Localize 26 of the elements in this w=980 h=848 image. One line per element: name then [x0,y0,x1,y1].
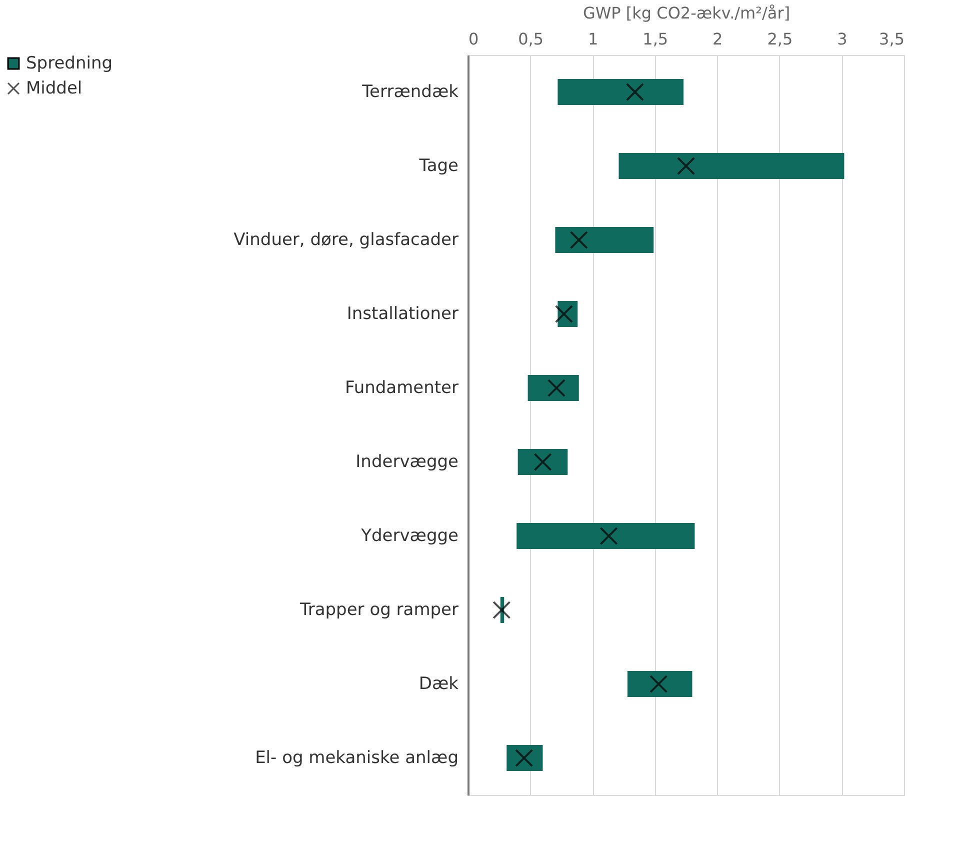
x-tick-label: 3,5 [879,30,904,48]
x-tick-label: 0 [468,30,479,48]
y-tick-label: Ydervægge [360,526,458,546]
y-tick-label: Terrændæk [361,82,459,102]
x-tick-label: 1,5 [642,30,668,48]
x-tick-label: 1 [588,30,598,48]
x-axis-title: GWP [kg CO2-ækv./m²/år] [582,4,790,22]
y-tick-label: Indervægge [356,452,458,472]
y-tick-label: Tage [418,156,458,176]
y-tick-label: El- og mekaniske anlæg [255,748,458,768]
x-tick-label: 0,5 [518,30,544,48]
y-tick-label: Vinduer, døre, glasfacader [234,230,459,250]
point [570,230,588,250]
point [492,600,511,620]
legend-label: Spredning [26,54,113,74]
y-tick-label: Dæk [418,674,459,694]
y-tick-label: Fundamenter [344,378,459,398]
x-tick-label: 3 [837,30,848,48]
point [626,82,644,102]
x-tick-label: 2,5 [767,30,793,48]
point [600,526,618,546]
x-tick-label: 2 [712,30,723,48]
y-tick-label: Installationer [346,304,459,324]
point [676,156,696,176]
legend-label: Middel [26,78,82,98]
y-tick-label: Trapper og ramper [298,600,459,620]
